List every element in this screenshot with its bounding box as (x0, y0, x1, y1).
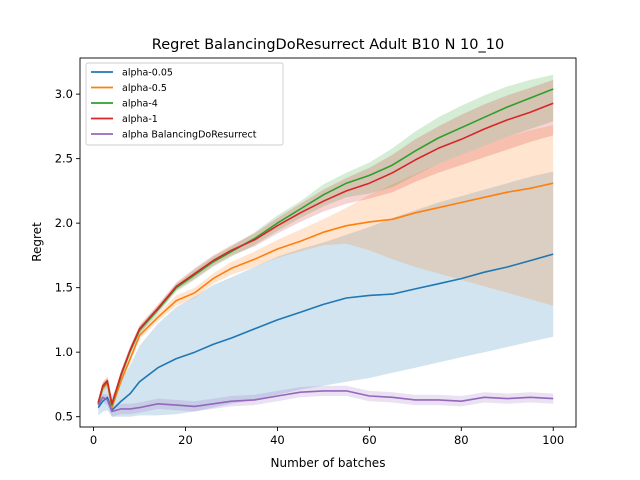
y-tick-label: 2.0 (55, 216, 73, 230)
line-alpha-balancingdoresurrect (97, 390, 554, 413)
line-alpha-0-05 (97, 253, 554, 412)
legend-box (85, 62, 284, 146)
y-tick-label: 3.0 (55, 87, 73, 101)
legend-label-alpha-1: alpha-1 (122, 114, 158, 125)
x-tick-label: 0 (90, 433, 97, 447)
y-axis-label: Regret (30, 222, 44, 262)
band-alpha-balancingdoresurrect (98, 385, 554, 417)
band-alpha-0-5 (98, 125, 554, 411)
band-alpha-4 (98, 74, 554, 408)
chart-title: Regret BalancingDoResurrect Adult B10 N … (152, 37, 504, 53)
band-alpha-1 (98, 79, 554, 407)
x-tick-label: 20 (178, 433, 193, 447)
x-tick-label: 60 (362, 433, 377, 447)
confidence-bands (98, 74, 554, 417)
y-tick-label: 2.5 (55, 152, 73, 166)
series-lines (97, 88, 554, 413)
legend-label-alpha-4: alpha-4 (122, 99, 158, 110)
x-axis-ticks: 0 20 40 60 80 100 (90, 427, 564, 447)
plot-area-frame (79, 57, 577, 428)
x-tick-label: 80 (454, 433, 469, 447)
y-tick-label: 1.5 (55, 281, 73, 295)
legend-label-alpha-balancingdoresurrect: alpha BalancingDoResurrect (122, 130, 257, 141)
x-axis-label: Number of batches (271, 456, 386, 470)
legend-label-alpha-0-5: alpha-0.5 (122, 83, 167, 94)
line-alpha-1 (97, 102, 554, 405)
line-alpha-0-5 (97, 182, 554, 409)
legend-label-alpha-0-05: alpha-0.05 (122, 68, 173, 79)
y-axis-ticks: 0.5 1.0 1.5 2.0 2.5 3.0 (55, 87, 80, 424)
y-tick-label: 1.0 (55, 345, 73, 359)
band-alpha-0-05 (98, 171, 554, 417)
legend: alpha-0.05 alpha-0.5 alpha-4 alpha-1 alpha B… (85, 62, 284, 146)
y-tick-label: 0.5 (55, 410, 73, 424)
x-tick-label: 40 (270, 433, 285, 447)
x-tick-label: 100 (542, 433, 564, 447)
